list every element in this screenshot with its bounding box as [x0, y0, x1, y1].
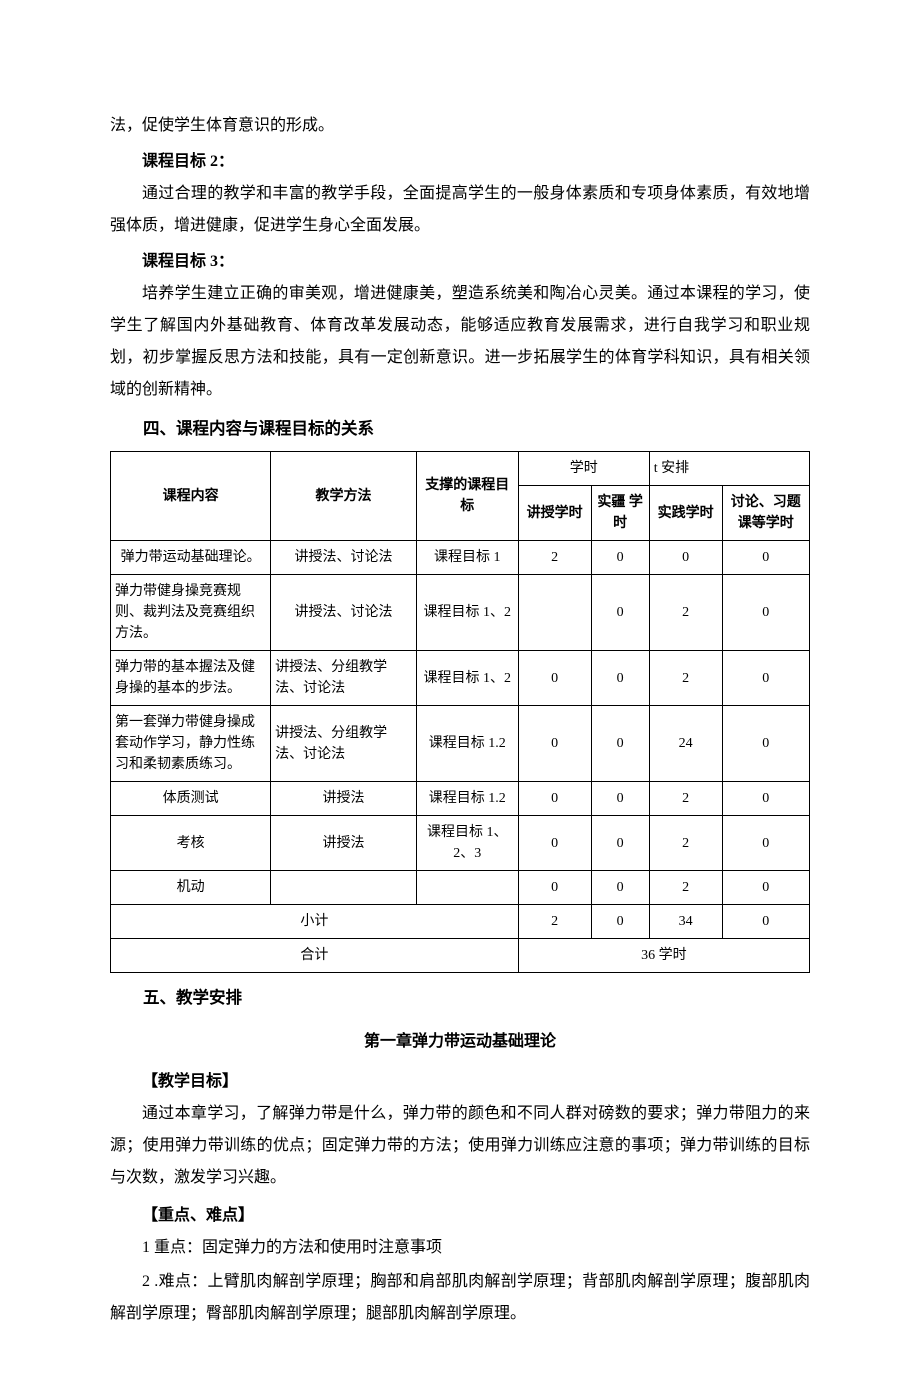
- table-body: 弹力带运动基础理论。 讲授法、讨论法 课程目标 1 2 0 0 0 弹力带健身操…: [111, 541, 810, 973]
- th-field: 实疆 学时: [591, 486, 649, 541]
- cell-content: 体质测试: [111, 782, 271, 816]
- cell-v2: 0: [591, 816, 649, 871]
- cell-v4: 0: [722, 871, 809, 905]
- key-point-text: 1 重点：固定弹力的方法和使用时注意事项: [110, 1232, 810, 1264]
- cell-method: 讲授法: [271, 782, 417, 816]
- subtotal-v2: 0: [591, 905, 649, 939]
- cell-v3: 24: [649, 706, 722, 782]
- th-content: 课程内容: [111, 452, 271, 541]
- th-discuss: 讨论、习题课等学时: [722, 486, 809, 541]
- cell-content: 弹力带健身操竞赛规则、裁判法及竞赛组织方法。: [111, 575, 271, 651]
- cell-v2: 0: [591, 651, 649, 706]
- th-goal: 支撑的课程目标: [416, 452, 518, 541]
- objective-text: 通过本章学习，了解弹力带是什么，弹力带的颜色和不同人群对磅数的要求；弹力带阻力的…: [110, 1098, 810, 1194]
- cell-v4: 0: [722, 541, 809, 575]
- goal-3-text: 培养学生建立正确的审美观，增进健康美，塑造系统美和陶冶心灵美。通过本课程的学习，…: [110, 278, 810, 406]
- subtotal-row: 小计 2 0 34 0: [111, 905, 810, 939]
- cell-v1: 2: [518, 541, 591, 575]
- cell-goal: 课程目标 1、2: [416, 651, 518, 706]
- cell-method: 讲授法: [271, 816, 417, 871]
- cell-goal: 课程目标 1、2、3: [416, 816, 518, 871]
- total-row: 合计 36 学时: [111, 939, 810, 973]
- cell-v1: 0: [518, 782, 591, 816]
- cell-v4: 0: [722, 816, 809, 871]
- cell-v1: [518, 575, 591, 651]
- section-5-heading: 五、教学安排: [110, 981, 810, 1014]
- cell-content: 考核: [111, 816, 271, 871]
- cell-content: 弹力带运动基础理论。: [111, 541, 271, 575]
- cell-v4: 0: [722, 706, 809, 782]
- cell-v4: 0: [722, 782, 809, 816]
- cell-v4: 0: [722, 651, 809, 706]
- chapter-1-title: 第一章弹力带运动基础理论: [110, 1026, 810, 1058]
- cell-v3: 0: [649, 541, 722, 575]
- cell-v2: 0: [591, 782, 649, 816]
- cell-v3: 2: [649, 782, 722, 816]
- th-hours-a: 学时: [518, 452, 649, 486]
- subtotal-v4: 0: [722, 905, 809, 939]
- table-row: 弹力带运动基础理论。 讲授法、讨论法 课程目标 1 2 0 0 0: [111, 541, 810, 575]
- th-practice: 实践学时: [649, 486, 722, 541]
- cell-v3: 2: [649, 816, 722, 871]
- cell-v1: 0: [518, 706, 591, 782]
- cell-v3: 2: [649, 871, 722, 905]
- section-4-heading: 四、课程内容与课程目标的关系: [110, 412, 810, 445]
- cell-v2: 0: [591, 871, 649, 905]
- course-content-table: 课程内容 教学方法 支撑的课程目标 学时 t 安排 讲授学时 实疆 学时 实践学…: [110, 451, 810, 973]
- table-row: 体质测试 讲授法 课程目标 1.2 0 0 2 0: [111, 782, 810, 816]
- cell-v3: 2: [649, 575, 722, 651]
- goal-2-label: 课程目标 2：: [110, 146, 810, 178]
- objective-heading: 【教学目标】: [110, 1066, 810, 1098]
- difficult-point-text: 2 .难点：上臂肌肉解剖学原理；胸部和肩部肌肉解剖学原理；背部肌肉解剖学原理；腹…: [110, 1266, 810, 1330]
- cell-v4: 0: [722, 575, 809, 651]
- cell-v1: 0: [518, 871, 591, 905]
- total-label: 合计: [111, 939, 519, 973]
- cell-goal: 课程目标 1: [416, 541, 518, 575]
- cell-content: 弹力带的基本握法及健身操的基本的步法。: [111, 651, 271, 706]
- cell-method: [271, 871, 417, 905]
- th-hours-b: t 安排: [649, 452, 809, 486]
- cell-v2: 0: [591, 575, 649, 651]
- cell-v3: 2: [649, 651, 722, 706]
- cell-v1: 0: [518, 816, 591, 871]
- table-row: 弹力带的基本握法及健身操的基本的步法。 讲授法、分组教学法、讨论法 课程目标 1…: [111, 651, 810, 706]
- intro-tail-text: 法，促使学生体育意识的形成。: [110, 110, 810, 142]
- cell-method: 讲授法、讨论法: [271, 541, 417, 575]
- cell-goal: [416, 871, 518, 905]
- table-row: 弹力带健身操竞赛规则、裁判法及竞赛组织方法。 讲授法、讨论法 课程目标 1、2 …: [111, 575, 810, 651]
- key-difficult-heading: 【重点、难点】: [110, 1200, 810, 1232]
- cell-content: 第一套弹力带健身操成套动作学习，静力性练习和柔韧素质练习。: [111, 706, 271, 782]
- th-method: 教学方法: [271, 452, 417, 541]
- cell-method: 讲授法、分组教学法、讨论法: [271, 706, 417, 782]
- cell-goal: 课程目标 1.2: [416, 706, 518, 782]
- goal-2-text: 通过合理的教学和丰富的教学手段，全面提高学生的一般身体素质和专项身体素质，有效地…: [110, 178, 810, 242]
- cell-content: 机动: [111, 871, 271, 905]
- cell-v1: 0: [518, 651, 591, 706]
- cell-v2: 0: [591, 541, 649, 575]
- total-value: 36 学时: [518, 939, 809, 973]
- table-row: 考核 讲授法 课程目标 1、2、3 0 0 2 0: [111, 816, 810, 871]
- table-row: 机动 0 0 2 0: [111, 871, 810, 905]
- cell-method: 讲授法、讨论法: [271, 575, 417, 651]
- subtotal-v3: 34: [649, 905, 722, 939]
- th-lecture: 讲授学时: [518, 486, 591, 541]
- subtotal-v1: 2: [518, 905, 591, 939]
- subtotal-label: 小计: [111, 905, 519, 939]
- cell-v2: 0: [591, 706, 649, 782]
- cell-goal: 课程目标 1.2: [416, 782, 518, 816]
- cell-goal: 课程目标 1、2: [416, 575, 518, 651]
- cell-method: 讲授法、分组教学法、讨论法: [271, 651, 417, 706]
- table-row: 第一套弹力带健身操成套动作学习，静力性练习和柔韧素质练习。 讲授法、分组教学法、…: [111, 706, 810, 782]
- goal-3-label: 课程目标 3：: [110, 246, 810, 278]
